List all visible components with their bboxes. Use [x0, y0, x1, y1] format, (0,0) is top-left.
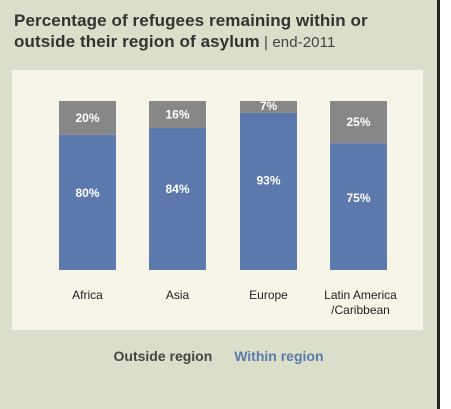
- data-label-outside: 20%: [75, 111, 99, 125]
- title-separator: |: [259, 34, 273, 51]
- chart-title-main: Percentage of refugees remaining within …: [14, 11, 368, 51]
- data-label-outside: 25%: [346, 115, 370, 129]
- category-label: Asia: [166, 288, 190, 302]
- bar-within-region: [149, 128, 206, 270]
- category-label: Europe: [249, 288, 288, 302]
- chart-title: Percentage of refugees remaining within …: [14, 10, 429, 53]
- data-label-outside: 16%: [165, 108, 189, 122]
- data-label-within: 80%: [75, 186, 99, 200]
- data-label-within: 75%: [346, 191, 370, 205]
- data-label-within: 84%: [165, 182, 189, 196]
- bar-outside-region: [59, 101, 116, 135]
- bar-outside-region: [330, 101, 387, 144]
- stacked-bar-chart: 20% 80% Africa 16% 84% Asia 7% 93% Europe 25% 75% L…: [59, 99, 397, 317]
- legend: Outside region Within region: [0, 348, 437, 364]
- data-label-outside: 7%: [260, 99, 278, 113]
- chart-subtitle: end-2011: [272, 34, 336, 51]
- bar-within-region: [59, 134, 116, 270]
- category-label: Latin America: [324, 288, 397, 302]
- category-label: Africa: [72, 288, 103, 302]
- legend-within-region: Within region: [234, 348, 324, 364]
- category-label: /Caribbean: [331, 303, 390, 317]
- data-label-within: 93%: [256, 173, 280, 187]
- bar-outside-region: [240, 101, 297, 113]
- bar-within-region: [330, 143, 387, 270]
- right-border: [437, 0, 440, 409]
- bar-within-region: [240, 112, 297, 270]
- legend-outside-region: Outside region: [113, 348, 213, 364]
- bar-outside-region: [149, 101, 206, 129]
